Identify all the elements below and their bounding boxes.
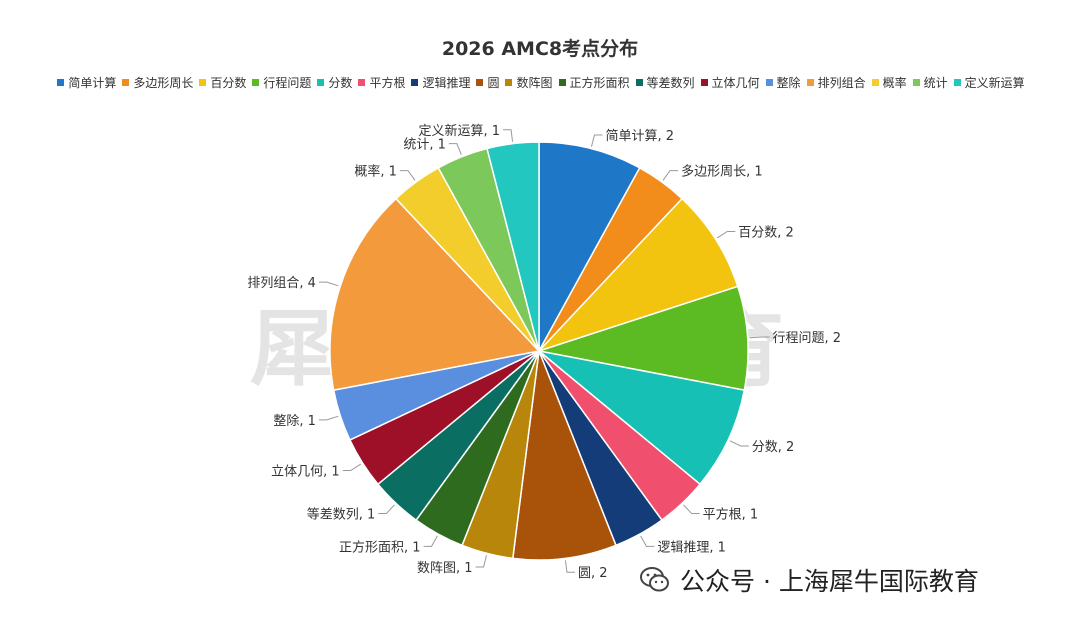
pie-slice[interactable] [511, 350, 617, 561]
leader-line [729, 440, 749, 447]
legend-label: 定义新运算 [964, 76, 1025, 90]
legend-swatch [912, 79, 920, 86]
legend-label: 排列组合 [817, 76, 866, 90]
slice-data-label: 等差数列, 1 [307, 507, 376, 523]
legend-label: 逻辑推理 [422, 76, 471, 90]
legend-label: 统计 [923, 76, 948, 90]
legend-item[interactable]: 平方根 [358, 74, 405, 91]
legend-swatch [317, 79, 325, 86]
legend-swatch [700, 79, 708, 86]
legend-label: 整除 [776, 76, 801, 90]
legend-item[interactable]: 等差数列 [635, 74, 695, 91]
leader-line [423, 535, 438, 547]
leader-line [590, 134, 603, 147]
leader-line [342, 463, 362, 471]
legend-item[interactable]: 分数 [317, 74, 352, 91]
legend-swatch [57, 79, 65, 86]
legend-item[interactable]: 正方形面积 [558, 74, 630, 91]
legend-item[interactable]: 数阵图 [505, 74, 553, 91]
leader-line [683, 504, 700, 515]
slice-data-label: 概率, 1 [354, 164, 397, 180]
legend-swatch [558, 79, 566, 86]
slice-data-label: 平方根, 1 [703, 507, 759, 523]
slice-data-label: 百分数, 2 [738, 226, 794, 241]
leader-line [662, 170, 679, 181]
slice-data-label: 行程问题, 2 [773, 331, 842, 346]
slice-data-label: 圆, 2 [578, 566, 608, 581]
leader-line [378, 504, 395, 515]
pie-slice[interactable] [538, 141, 641, 352]
slice-data-label: 立体几何, 1 [271, 463, 340, 479]
legend-label: 立体几何 [711, 76, 760, 90]
slice-data-label: 简单计算, 2 [605, 128, 674, 144]
slice-data-label: 分数, 2 [752, 440, 795, 455]
legend-swatch [252, 79, 260, 86]
pie-slice[interactable] [538, 350, 746, 486]
legend-item[interactable]: 定义新运算 [953, 74, 1025, 91]
legend-item[interactable]: 简单计算 [57, 74, 116, 91]
leader-line [503, 129, 514, 142]
leader-line [475, 555, 488, 568]
chart-title: 2026 AMC8考点分布 [441, 38, 639, 60]
slice-data-label: 统计, 1 [403, 138, 446, 153]
slice-data-label: 整除, 1 [273, 414, 316, 429]
pie-slice[interactable] [538, 197, 739, 352]
leader-line [318, 415, 339, 421]
legend-swatch [505, 79, 513, 86]
legend-item[interactable]: 立体几何 [700, 74, 760, 91]
legend-item[interactable]: 逻辑推理 [411, 74, 470, 91]
legend-item[interactable]: 概率 [871, 74, 907, 91]
pie-slice[interactable] [329, 197, 541, 392]
slice-data-label: 数阵图, 1 [417, 561, 473, 576]
legend-label: 平方根 [369, 76, 406, 90]
legend-swatch [871, 79, 879, 86]
wechat-icon [640, 566, 670, 594]
legend-label: 简单计算 [68, 76, 117, 90]
slice-data-label: 多边形周长, 1 [681, 164, 763, 180]
legend-swatch [476, 79, 484, 86]
legend-label: 等差数列 [646, 76, 695, 90]
leader-line [640, 535, 655, 547]
legend-label: 多边形周长 [133, 76, 194, 90]
legend-item[interactable]: 行程问题 [252, 74, 311, 91]
legend-label: 数阵图 [516, 76, 553, 90]
legend-item[interactable]: 圆 [476, 74, 499, 91]
leader-line [399, 170, 416, 181]
leader-line [564, 560, 575, 573]
slice-data-label: 排列组合, 4 [247, 276, 316, 291]
legend-swatch [411, 79, 419, 86]
leader-line [448, 143, 462, 156]
legend-swatch [806, 79, 814, 86]
legend-label: 概率 [882, 76, 907, 90]
legend-swatch [635, 79, 643, 86]
slice-data-label: 正方形面积, 1 [339, 539, 421, 555]
leader-line [318, 281, 339, 287]
legend-item[interactable]: 整除 [765, 74, 801, 91]
slice-data-label: 定义新运算, 1 [419, 123, 501, 139]
leader-line [716, 231, 736, 239]
legend-item[interactable]: 多边形周长 [122, 74, 193, 91]
legend-swatch [199, 79, 207, 86]
footer: 公众号 · 上海犀牛国际教育 [640, 562, 979, 598]
legend-label: 圆 [487, 76, 500, 90]
legend-swatch [953, 79, 961, 86]
legend-label: 正方形面积 [569, 76, 630, 90]
legend-item[interactable]: 排列组合 [806, 74, 866, 91]
slice-data-label: 逻辑推理, 1 [657, 540, 726, 555]
legend-item[interactable]: 百分数 [199, 74, 246, 91]
leader-line [749, 336, 770, 339]
pie-slice[interactable] [486, 141, 540, 352]
legend-swatch [765, 79, 773, 86]
legend-swatch [358, 79, 366, 86]
footer-text: 公众号 · 上海犀牛国际教育 [680, 567, 979, 596]
legend-label: 行程问题 [263, 76, 312, 90]
legend-label: 分数 [328, 76, 353, 90]
legend-item[interactable]: 统计 [912, 74, 948, 91]
legend-swatch [122, 79, 130, 86]
pie-slice[interactable] [538, 285, 749, 392]
chart-legend: 简单计算 多边形周长 百分数 行程问题 分数 平方根 逻辑推理 圆 数阵图 正方形面积 等差数列 立体… [6, 74, 1076, 91]
legend-label: 百分数 [210, 76, 247, 90]
